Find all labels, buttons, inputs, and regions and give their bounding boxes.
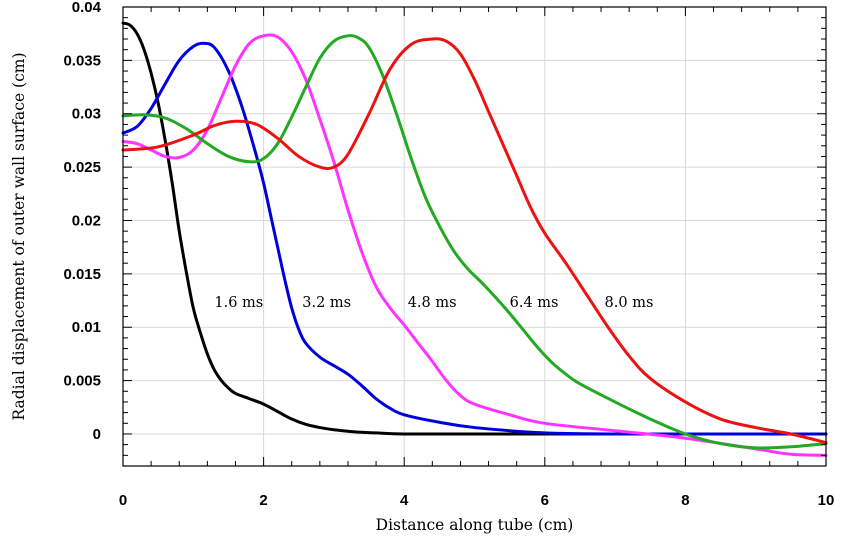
- x-axis-label: Distance along tube (cm): [376, 516, 574, 534]
- y-tick-label-5: 0.025: [63, 159, 101, 176]
- y-tick-label-2: 0.01: [72, 319, 101, 336]
- annotations: 1.6 ms 3.2 ms 4.8 ms 6.4 ms 8.0 ms: [214, 295, 653, 311]
- y-tick-label-7: 0.035: [63, 52, 101, 69]
- x-tick-label-1: 2: [259, 492, 267, 509]
- series-line-3: [121, 33, 828, 457]
- y-tick-label-6: 0.03: [72, 106, 101, 123]
- y-tick-label-1: 0.005: [63, 373, 101, 390]
- axis-ticks: [122, 6, 827, 467]
- series-layer: [121, 21, 828, 457]
- series-line-4: [121, 34, 828, 450]
- y-axis-label: Radial displacement of outer wall surfac…: [10, 52, 28, 420]
- y-tick-label-4: 0.02: [72, 212, 101, 229]
- x-tick-label-4: 8: [681, 492, 689, 509]
- annotation-label-3: 4.8 ms: [408, 295, 457, 311]
- plot-frame: [122, 6, 827, 467]
- x-tick-labels: 0 2 4 6 8 10: [119, 492, 835, 509]
- annotation-label-2: 3.2 ms: [302, 295, 351, 311]
- y-tick-label-3: 0.015: [63, 266, 101, 283]
- annotation-label-4: 6.4 ms: [510, 295, 559, 311]
- x-tick-label-3: 6: [541, 492, 549, 509]
- x-tick-label-2: 4: [400, 492, 409, 509]
- y-tick-label-8: 0.04: [72, 0, 102, 16]
- grid-lines: [123, 6, 826, 466]
- annotation-label-5: 8.0 ms: [605, 295, 654, 311]
- annotation-label-1: 1.6 ms: [214, 295, 263, 311]
- x-tick-label-5: 10: [818, 492, 835, 509]
- y-tick-label-0: 0: [93, 426, 101, 443]
- series-line-2: [121, 41, 828, 436]
- y-tick-labels: 0 0.005 0.01 0.015 0.02 0.025 0.03 0.035 0.04: [63, 0, 101, 443]
- x-tick-label-0: 0: [119, 492, 127, 509]
- series-line-5: [121, 37, 828, 445]
